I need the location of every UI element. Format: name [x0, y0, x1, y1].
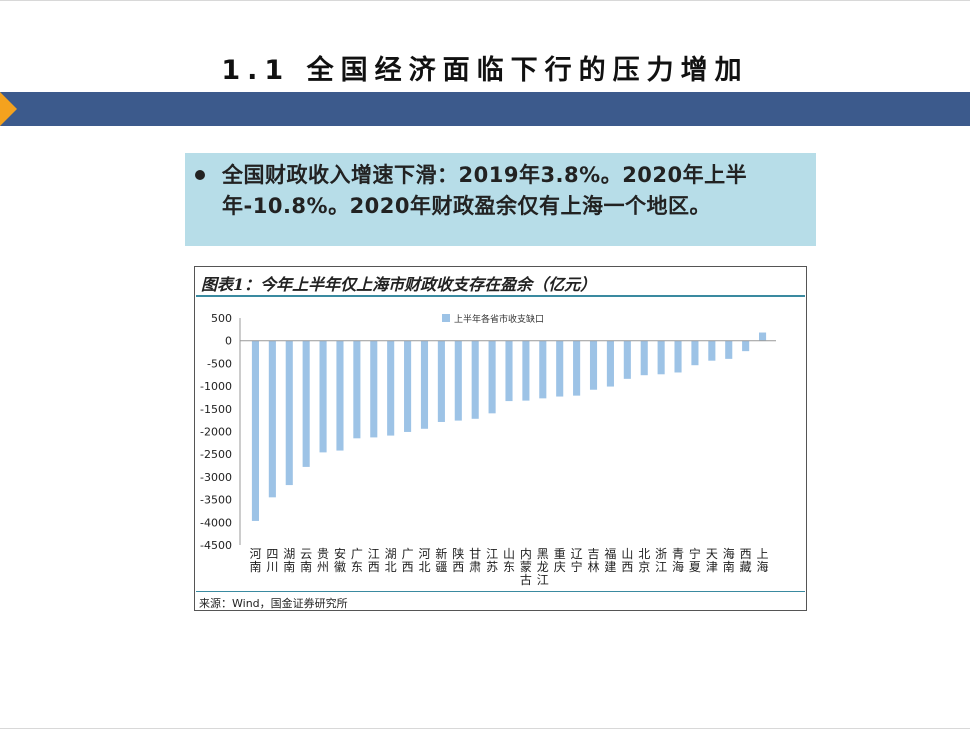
- bar-湖北: [387, 340, 395, 436]
- bar-江西: [370, 340, 378, 438]
- bar-广西: [404, 340, 412, 432]
- x-tick-label: 吉林: [588, 547, 600, 574]
- bar-陕西: [454, 340, 462, 421]
- top-rule: [0, 0, 970, 1]
- x-tick-label: 广西: [402, 547, 414, 574]
- y-tick-label: -500: [207, 357, 232, 370]
- chart-source: 来源：Wind，国金证券研究所: [199, 597, 348, 610]
- band-arrow-icon: [0, 92, 17, 126]
- y-tick-label: -4500: [200, 539, 232, 552]
- y-tick-label: -3000: [200, 471, 232, 484]
- x-tick-label: 河南: [249, 547, 261, 574]
- bar-广东: [353, 340, 361, 439]
- source-rule: [196, 591, 805, 592]
- x-tick-label: 湖南: [283, 546, 295, 574]
- x-tick-label: 内蒙古: [520, 547, 532, 587]
- x-tick-label: 安徽: [334, 546, 346, 574]
- bar-青海: [674, 340, 682, 373]
- y-tick-label: -2500: [200, 448, 232, 461]
- slide-title: 1.1 全国经济面临下行的压力增加: [221, 55, 749, 86]
- x-tick-label: 北京: [638, 547, 650, 574]
- bar-山东: [505, 340, 513, 402]
- x-tick-label: 贵州: [317, 547, 329, 574]
- x-tick-label: 重庆: [554, 547, 566, 574]
- bar-河南: [251, 340, 260, 521]
- chart-title: 图表1：今年上半年仅上海市财政收支存在盈余（亿元）: [201, 275, 597, 294]
- bar-西藏: [742, 340, 750, 352]
- bar-重庆: [556, 340, 564, 397]
- legend-label: 上半年各省市收支缺口: [454, 313, 544, 325]
- x-tick-label: 四川: [266, 547, 278, 574]
- y-tick-label: -2000: [200, 426, 232, 439]
- title-band: [0, 92, 970, 126]
- x-tick-label: 西藏: [740, 547, 752, 574]
- bar-宁夏: [691, 340, 699, 366]
- bar-上海: [758, 332, 767, 341]
- x-tick-label: 福建: [604, 546, 616, 574]
- bar-河北: [420, 340, 429, 429]
- bar-山西: [623, 340, 631, 379]
- bottom-rule: [0, 728, 970, 729]
- bar-吉林: [589, 340, 598, 390]
- bar-贵州: [319, 340, 327, 453]
- x-tick-label: 湖北: [385, 546, 397, 574]
- bar-辽宁: [573, 340, 581, 396]
- x-tick-label: 云南: [300, 547, 312, 574]
- x-tick-label: 山东: [503, 547, 515, 574]
- y-tick-label: 500: [211, 312, 232, 325]
- x-tick-label: 黑龙江: [537, 547, 549, 587]
- y-tick-label: -3500: [200, 494, 232, 507]
- x-tick-label: 陕西: [452, 546, 464, 574]
- x-tick-label: 山西: [621, 547, 633, 574]
- x-tick-label: 甘肃: [469, 547, 481, 574]
- x-tick-label: 上海: [757, 547, 769, 574]
- x-tick-label: 青海: [672, 547, 684, 574]
- bar-北京: [640, 340, 648, 376]
- x-tick-label: 海南: [723, 546, 735, 574]
- y-tick-label: -1000: [200, 380, 232, 393]
- bar-江苏: [488, 340, 496, 414]
- bar-福建: [606, 340, 614, 387]
- bar-内蒙古: [522, 340, 530, 401]
- x-tick-label: 辽宁: [571, 547, 583, 574]
- legend-swatch: [442, 314, 450, 322]
- x-tick-label: 江西: [368, 547, 380, 574]
- x-tick-label: 河北: [418, 547, 430, 574]
- bar-云南: [302, 340, 310, 467]
- callout-text: 全国财政收入增速下滑：2019年3.8%。2020年上半年-10.8%。2020…: [222, 163, 748, 218]
- x-tick-label: 广东: [351, 547, 363, 574]
- bar-四川: [268, 340, 276, 498]
- bar-新疆: [437, 340, 445, 422]
- bar-天津: [708, 340, 716, 361]
- callout-box: [185, 153, 816, 246]
- bar-海南: [725, 340, 733, 359]
- bar-甘肃: [471, 340, 479, 419]
- x-tick-label: 新疆: [435, 546, 447, 574]
- bar-湖南: [285, 340, 293, 486]
- x-tick-label: 宁夏: [689, 546, 701, 574]
- y-tick-label: -1500: [200, 403, 232, 416]
- bar-黑龙江: [539, 340, 547, 399]
- chart-frame: [194, 266, 807, 611]
- bar-浙江: [657, 340, 665, 375]
- x-tick-label: 江苏: [486, 547, 498, 574]
- y-tick-label: 0: [225, 335, 232, 348]
- x-tick-label: 天津: [706, 547, 718, 574]
- chart-title-rule: [196, 295, 805, 297]
- y-tick-label: -4000: [200, 516, 232, 529]
- bar-安徽: [336, 340, 344, 451]
- bullet-icon: [195, 170, 205, 180]
- x-tick-label: 浙江: [655, 547, 667, 574]
